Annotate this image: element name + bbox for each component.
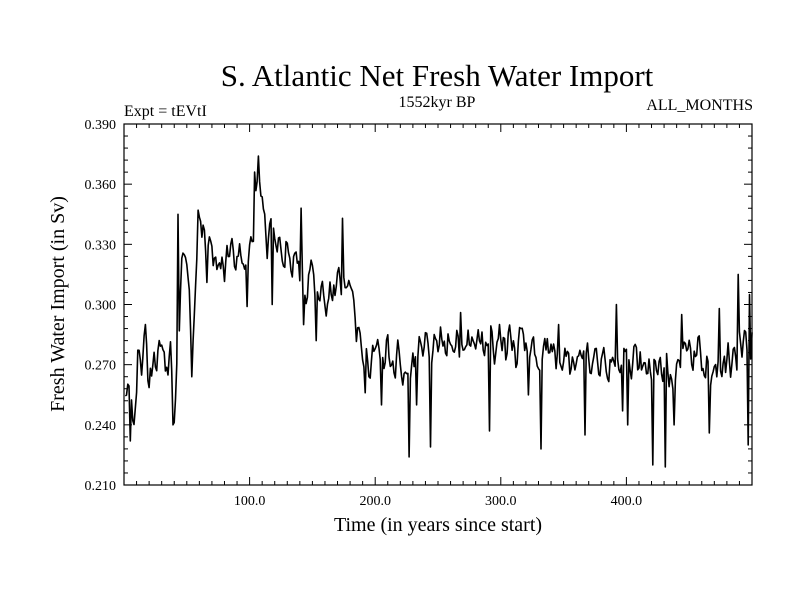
y-tick-label: 0.210 xyxy=(85,479,117,494)
x-axis-label: Time (in years since start) xyxy=(334,514,542,536)
chart-title: S. Atlantic Net Fresh Water Import xyxy=(221,58,654,93)
y-axis: 0.210 0.240 0.270 0.300 0.330 0.360 0.390 xyxy=(85,118,752,494)
y-tick-label: 0.390 xyxy=(85,118,117,133)
y-axis-label: Fresh Water Import (in Sv) xyxy=(47,196,69,412)
months-label: ALL_MONTHS xyxy=(646,97,753,114)
y-tick-label: 0.300 xyxy=(85,299,117,314)
series-line xyxy=(124,155,753,468)
y-tick-label: 0.270 xyxy=(85,359,117,374)
epoch-label: 1552kyr BP xyxy=(399,94,476,111)
x-tick-label: 400.0 xyxy=(611,494,643,509)
y-tick-label: 0.240 xyxy=(85,419,117,434)
x-tick-label: 200.0 xyxy=(359,494,391,509)
experiment-label: Expt = tEVtI xyxy=(124,103,207,120)
y-tick-label: 0.330 xyxy=(85,238,117,253)
plot-frame xyxy=(123,123,753,486)
x-tick-label: 300.0 xyxy=(485,494,517,509)
x-tick-label: 100.0 xyxy=(234,494,266,509)
y-tick-label: 0.360 xyxy=(85,178,117,193)
x-axis: 100.0 200.0 300.0 400.0 xyxy=(136,124,740,509)
